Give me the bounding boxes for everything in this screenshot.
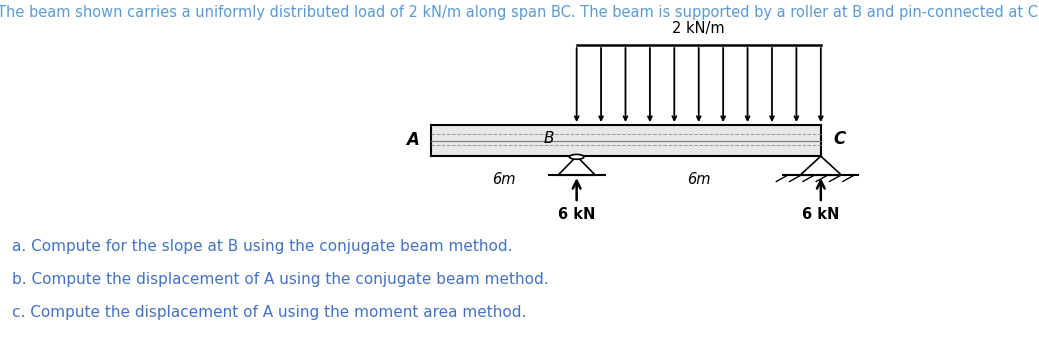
Text: A: A — [406, 131, 419, 149]
Polygon shape — [800, 156, 842, 175]
Text: b. Compute the displacement of A using the conjugate beam method.: b. Compute the displacement of A using t… — [12, 272, 549, 287]
Text: C: C — [833, 130, 846, 148]
Text: 2 kN/m: 2 kN/m — [672, 22, 725, 36]
Text: c. Compute the displacement of A using the moment area method.: c. Compute the displacement of A using t… — [12, 305, 527, 320]
Text: B: B — [543, 131, 554, 146]
Text: 6 kN: 6 kN — [802, 207, 840, 222]
Text: 6m: 6m — [492, 172, 515, 187]
Circle shape — [569, 154, 584, 159]
Bar — [431, 125, 821, 156]
Text: 6m: 6m — [687, 172, 711, 187]
Polygon shape — [558, 156, 595, 175]
Text: The beam shown carries a uniformly distributed load of 2 kN/m along span BC. The: The beam shown carries a uniformly distr… — [0, 5, 1039, 20]
Text: 6 kN: 6 kN — [558, 207, 595, 222]
Text: a. Compute for the slope at B using the conjugate beam method.: a. Compute for the slope at B using the … — [12, 239, 513, 254]
